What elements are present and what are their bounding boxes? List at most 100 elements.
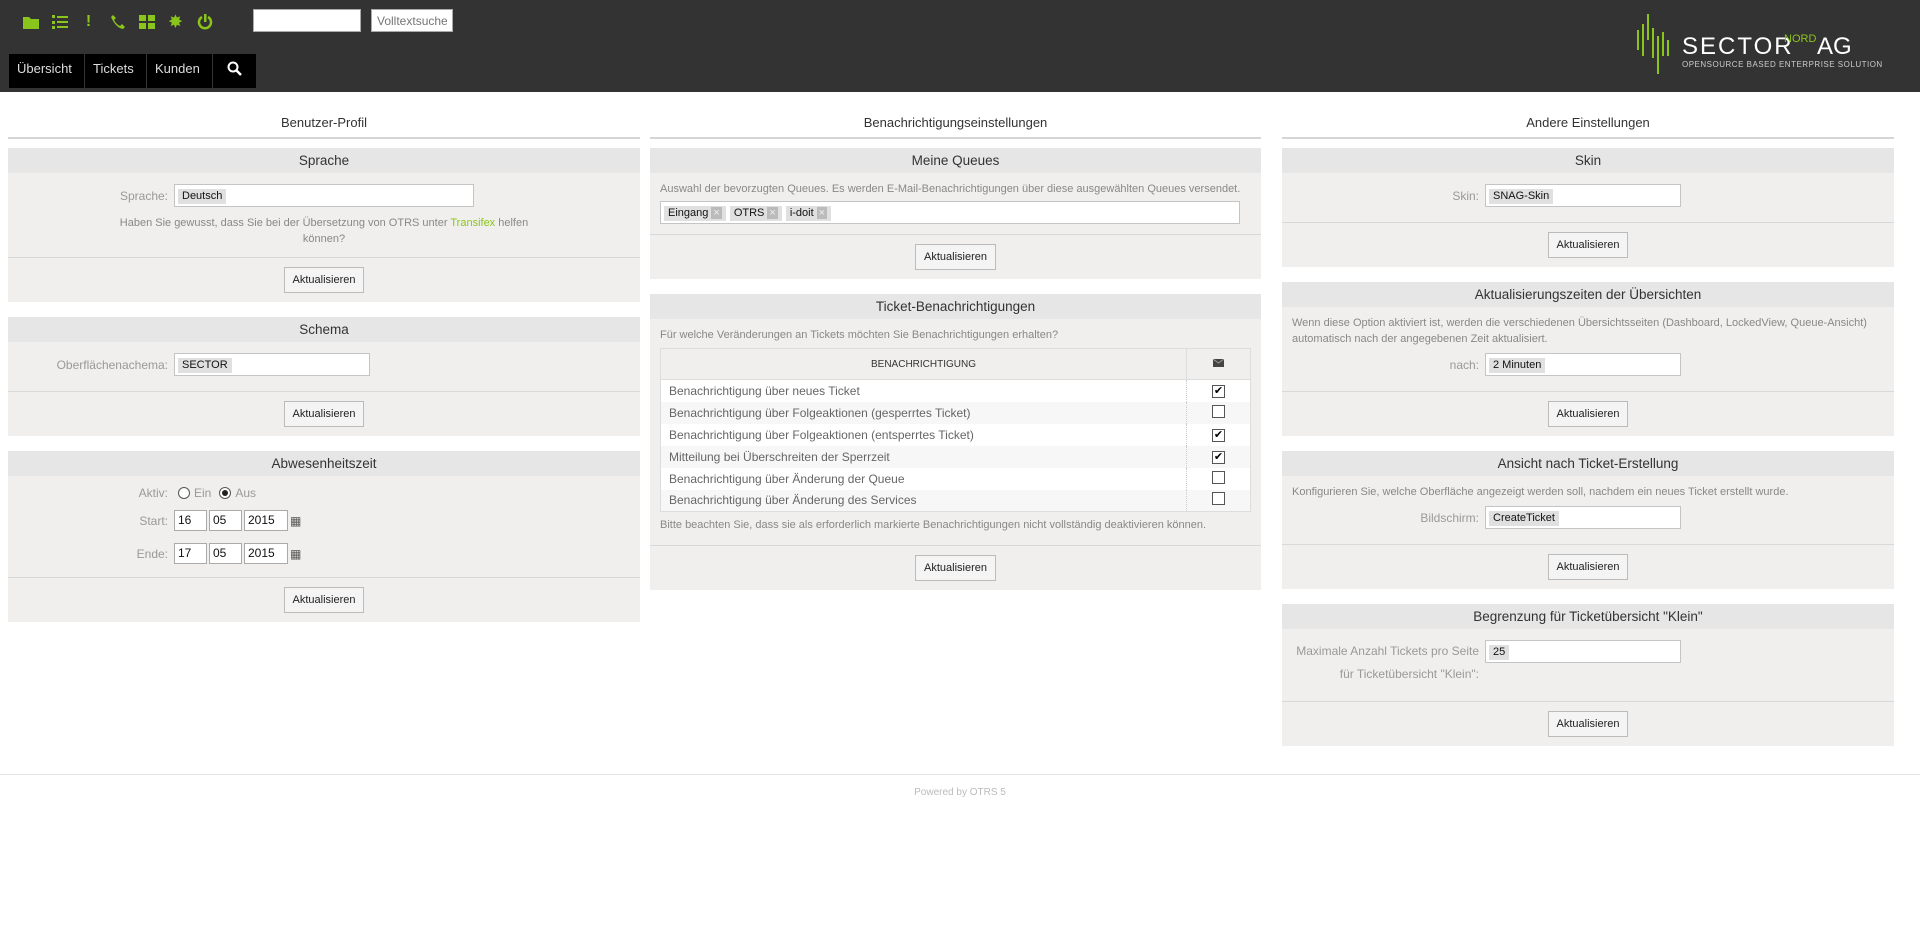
translation-hint: Haben Sie gewusst, dass Sie bei der Über… [104, 215, 544, 247]
calendar-icon[interactable]: ▦ [290, 513, 302, 528]
refresh-select[interactable]: 2 Minuten [1485, 353, 1681, 376]
dashboard-icon[interactable] [132, 12, 161, 32]
phone-icon[interactable] [103, 12, 132, 32]
notification-checkbox[interactable]: ✔ [1212, 451, 1225, 464]
notification-label: Benachrichtigung über Änderung des Servi… [660, 489, 1187, 512]
notifications-description: Für welche Veränderungen an Tickets möch… [660, 329, 1059, 341]
start-day-select[interactable]: 16 [174, 510, 207, 531]
table-row: Mitteilung bei Überschreiten der Sperrze… [660, 445, 1251, 468]
section-header: Skin [1282, 148, 1894, 173]
section-header: Meine Queues [650, 148, 1261, 173]
theme-section: Schema Oberflächenachema: SECTOR Aktuali… [8, 317, 640, 436]
section-header: Ansicht nach Ticket-Erstellung [1282, 451, 1894, 476]
theme-select[interactable]: SECTOR [174, 353, 370, 376]
queue-chip-label: Eingang [668, 207, 709, 219]
column-header: BENACHRICHTIGUNG [660, 348, 1187, 380]
section-header: Begrenzung für Ticketübersicht "Klein" [1282, 604, 1894, 629]
queue-chip: i-doit × [785, 206, 832, 221]
nav-overview[interactable]: Übersicht [9, 54, 85, 88]
update-notifications-button[interactable]: Aktualisieren [915, 555, 996, 581]
refresh-section: Aktualisierungszeiten der Übersichten We… [1282, 282, 1894, 436]
fulltext-search-input[interactable] [371, 9, 453, 32]
top-header: ! ✸ Übersicht Tickets Kunden SECTOR NORD… [0, 0, 1920, 92]
table-row: Benachrichtigung über neues Ticket ✔ [660, 379, 1251, 402]
start-month-select[interactable]: 05 [209, 510, 242, 531]
update-language-button[interactable]: Aktualisieren [283, 267, 365, 293]
nav-search[interactable] [213, 54, 257, 88]
notification-checkbox[interactable] [1212, 492, 1225, 506]
power-icon[interactable] [190, 12, 219, 32]
queue-chip: OTRS × [729, 206, 782, 221]
selected-value: Deutsch [178, 189, 227, 204]
queues-description: Auswahl der bevorzugten Queues. Es werde… [660, 183, 1241, 195]
exclamation-icon[interactable]: ! [85, 13, 92, 30]
update-skin-button[interactable]: Aktualisieren [1547, 232, 1629, 258]
notification-checkbox[interactable]: ✔ [1212, 385, 1225, 399]
toolbar: ! ✸ [16, 12, 219, 32]
queue-chip-label: OTRS [733, 207, 765, 219]
create-view-section: Ansicht nach Ticket-Erstellung Konfiguri… [1282, 451, 1894, 589]
ticket-number-search-input[interactable] [253, 9, 361, 32]
language-select[interactable]: Deutsch [174, 184, 474, 207]
remove-queue-icon[interactable]: × [767, 207, 778, 219]
svg-text:NORD: NORD [1784, 33, 1816, 45]
table-row: Benachrichtigung über Änderung des Servi… [660, 489, 1251, 512]
gear-icon[interactable]: ✸ [168, 14, 183, 31]
skin-select[interactable]: SNAG-Skin [1485, 184, 1681, 207]
limit-label: Maximale Anzahl Tickets pro Seite für Ti… [1296, 644, 1479, 681]
radio-on[interactable] [178, 487, 190, 499]
ticket-notifications-section: Ticket-Benachrichtigungen Für welche Ver… [650, 294, 1261, 590]
end-day-select[interactable]: 17 [174, 543, 207, 564]
folder-icon[interactable] [16, 12, 45, 32]
selected-value: SECTOR [178, 358, 232, 373]
refresh-description: Wenn diese Option aktiviert ist, werden … [1292, 317, 1867, 345]
screen-select[interactable]: CreateTicket [1485, 506, 1681, 529]
transifex-link[interactable]: Transifex [450, 217, 496, 229]
nav-tickets[interactable]: Tickets [85, 54, 147, 88]
radio-on-label: Ein [194, 486, 212, 500]
language-section: Sprache Sprache: Deutsch Haben Sie gewus… [8, 148, 640, 302]
remove-queue-icon[interactable]: × [711, 207, 722, 219]
footer: Powered by OTRS 5 [0, 774, 1920, 798]
table-row: Benachrichtigung über Änderung der Queue [660, 467, 1251, 490]
notifications-note: Bitte beachten Sie, dass sie als erforde… [660, 519, 1207, 531]
hint-text: helfen können? [302, 217, 529, 245]
queue-chip-label: i-doit [789, 207, 814, 219]
update-limit-button[interactable]: Aktualisieren [1547, 711, 1629, 737]
nav-customers[interactable]: Kunden [147, 54, 213, 88]
update-queues-button[interactable]: Aktualisieren [915, 244, 996, 270]
selected-value: CreateTicket [1489, 511, 1559, 526]
column-other-settings: Andere Einstellungen Skin Skin: SNAG-Ski… [1282, 100, 1894, 761]
queue-chip: Eingang × [664, 206, 726, 221]
svg-text:OPENSOURCE BASED ENTERPRISE SO: OPENSOURCE BASED ENTERPRISE SOLUTIONS [1682, 60, 1882, 69]
calendar-icon[interactable]: ▦ [290, 546, 302, 561]
column-title: Andere Einstellungen [1282, 100, 1894, 139]
selected-value: SNAG-Skin [1489, 189, 1554, 204]
update-refresh-button[interactable]: Aktualisieren [1547, 401, 1629, 427]
remove-queue-icon[interactable]: × [816, 207, 828, 219]
column-notifications: Benachrichtigungseinstellungen Meine Que… [650, 100, 1261, 605]
notification-checkbox[interactable] [1212, 404, 1225, 418]
end-label: Ende: [136, 546, 168, 561]
ordered-list-icon[interactable] [45, 12, 74, 32]
notification-checkbox[interactable]: ✔ [1212, 429, 1225, 442]
end-month-select[interactable]: 05 [209, 543, 242, 564]
update-create-view-button[interactable]: Aktualisieren [1547, 554, 1629, 580]
limit-input[interactable]: 25 [1485, 640, 1681, 663]
queues-multiselect[interactable]: Eingang × OTRS × i-doit × [660, 201, 1240, 224]
radio-off[interactable] [219, 487, 232, 499]
notification-label: Mitteilung bei Überschreiten der Sperrze… [660, 445, 1187, 468]
update-theme-button[interactable]: Aktualisieren [283, 401, 365, 427]
powered-by: Powered by OTRS 5 [914, 787, 1006, 798]
column-title: Benutzer-Profil [8, 100, 640, 139]
end-year-select[interactable]: 2015 [244, 543, 288, 564]
notification-checkbox[interactable] [1212, 470, 1225, 484]
limit-section: Begrenzung für Ticketübersicht "Klein" M… [1282, 604, 1894, 746]
start-label: Start: [139, 513, 168, 528]
start-year-select[interactable]: 2015 [244, 510, 288, 531]
theme-label: Oberflächenachema: [56, 357, 168, 372]
skin-section: Skin Skin: SNAG-Skin Aktualisieren [1282, 148, 1894, 267]
column-user-profile: Benutzer-Profil Sprache Sprache: Deutsch… [8, 100, 640, 637]
update-absence-button[interactable]: Aktualisieren [283, 587, 365, 613]
section-header: Aktualisierungszeiten der Übersichten [1282, 282, 1894, 307]
